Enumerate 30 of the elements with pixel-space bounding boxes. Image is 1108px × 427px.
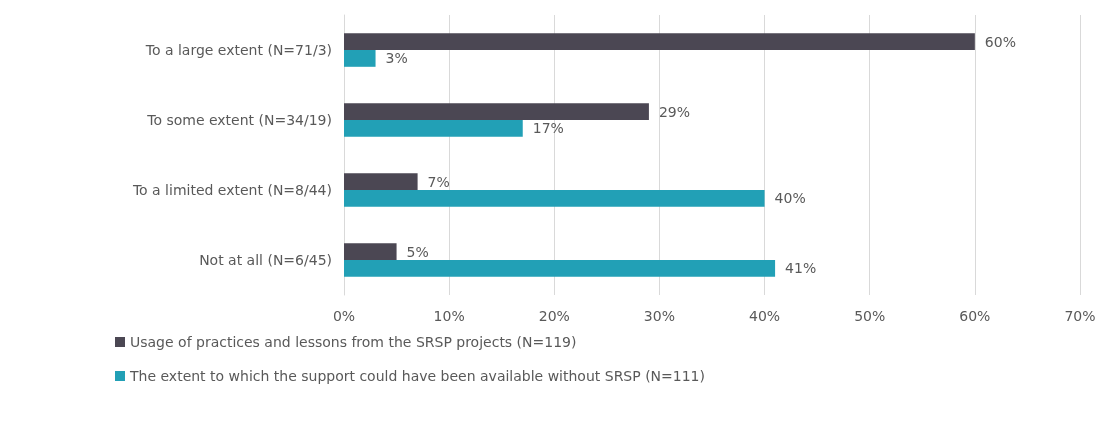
data-label: 17% xyxy=(532,120,564,137)
y-tick-label: Not at all (N=6/45) xyxy=(199,252,332,268)
bar xyxy=(344,243,397,260)
bar xyxy=(344,120,523,137)
x-tick-label: 30% xyxy=(643,308,675,324)
data-label: 3% xyxy=(385,50,408,67)
data-label: 29% xyxy=(658,103,691,120)
legend-label: The extent to which the support could have been available without SRSP (N=111) xyxy=(129,368,705,384)
data-label: 41% xyxy=(785,260,817,277)
data-label: 60% xyxy=(984,33,1016,50)
legend-label: Usage of practices and lessons from the SRSP projects (N=119) xyxy=(130,334,577,350)
bar xyxy=(344,33,975,50)
x-tick-label: 0% xyxy=(332,308,356,324)
bar xyxy=(344,173,418,190)
x-tick-label: 10% xyxy=(433,308,465,324)
bar xyxy=(344,190,765,207)
y-tick-label: To a limited extent (N=8/44) xyxy=(131,182,332,198)
bar xyxy=(344,50,376,67)
data-label: 7% xyxy=(427,173,450,190)
x-tick-label: 40% xyxy=(749,308,781,324)
x-tick-label: 20% xyxy=(538,308,570,324)
x-tick-label: 50% xyxy=(854,308,886,324)
data-label: 5% xyxy=(406,243,429,260)
bar xyxy=(344,103,649,120)
bar xyxy=(344,260,776,277)
data-label: 40% xyxy=(774,190,806,207)
x-tick-label: 60% xyxy=(959,308,991,324)
x-tick-label: 70% xyxy=(1064,308,1096,324)
y-tick-label: To a large extent (N=71/3) xyxy=(144,42,332,58)
y-tick-label: To some extent (N=34/19) xyxy=(146,112,332,128)
